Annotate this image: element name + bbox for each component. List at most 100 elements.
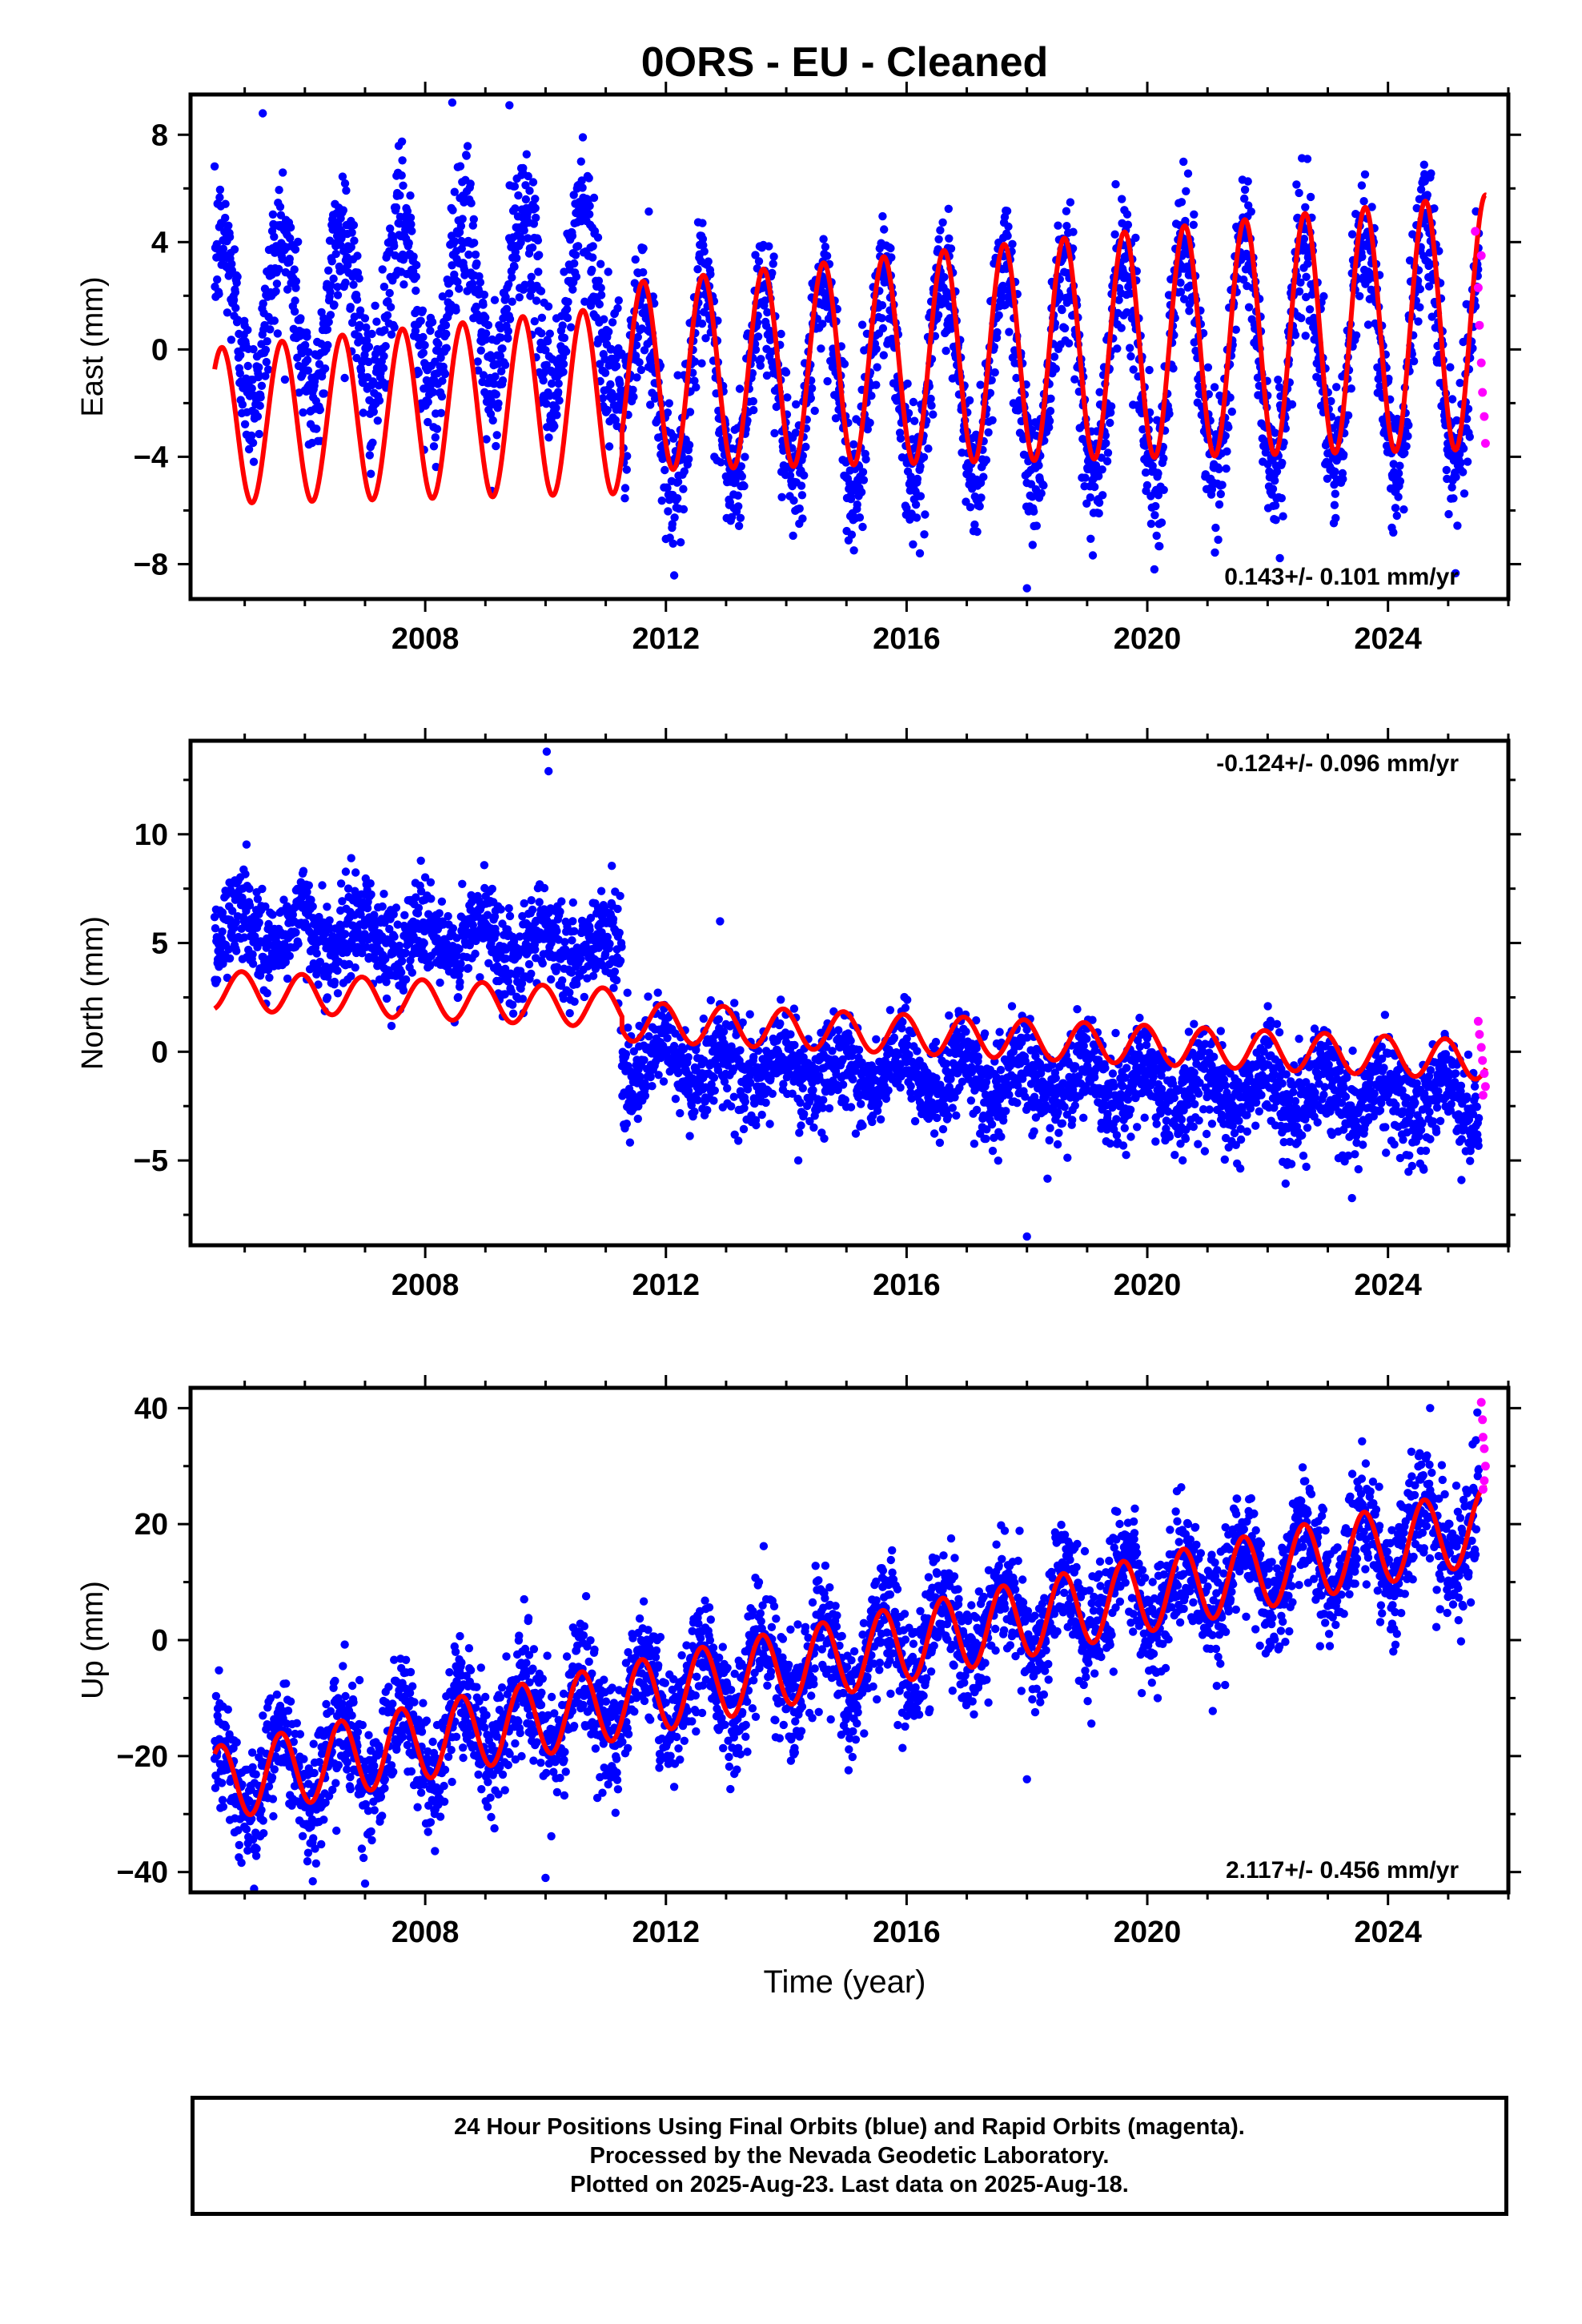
east-data-point	[381, 342, 390, 351]
east-data-point	[1190, 210, 1199, 219]
east-data-point	[1331, 513, 1340, 523]
east-data-point	[847, 530, 857, 539]
east-data-point	[426, 326, 435, 336]
east-data-point	[1211, 548, 1219, 557]
east-data-point	[285, 255, 294, 263]
east-data-point	[481, 329, 491, 338]
north-data-point	[535, 898, 544, 907]
north-data-point	[552, 927, 561, 935]
east-data-point	[528, 243, 537, 252]
east-data-point	[769, 252, 778, 261]
north-data-point	[640, 1092, 650, 1100]
east-data-point	[762, 371, 772, 380]
east-data-point	[1465, 432, 1475, 441]
east-data-point	[1150, 565, 1159, 574]
east-data-point	[1058, 305, 1066, 315]
east-data-point	[521, 195, 531, 204]
east-data-point	[606, 380, 615, 389]
east-data-point	[1296, 278, 1305, 287]
east-data-point	[1122, 308, 1131, 317]
east-data-point	[373, 416, 382, 425]
east-data-point	[757, 355, 765, 364]
east-data-point	[1215, 464, 1223, 473]
east-data-point	[657, 497, 666, 505]
east-data-point	[233, 272, 242, 281]
east-data-point	[471, 250, 480, 259]
east-data-point	[476, 346, 485, 355]
east-data-point	[970, 520, 979, 529]
east-data-point	[620, 484, 630, 493]
east-data-point	[283, 285, 292, 294]
east-data-point	[945, 234, 954, 243]
east-data-point	[470, 239, 479, 247]
east-data-point	[919, 452, 929, 462]
north-data-point	[527, 896, 536, 905]
east-data-point	[1054, 221, 1062, 230]
east-data-point	[554, 379, 563, 388]
east-y-tick-label: 0	[151, 333, 168, 367]
east-data-point	[336, 240, 345, 249]
north-data-point	[400, 911, 409, 920]
east-data-point	[576, 157, 585, 166]
east-data-point	[911, 501, 921, 509]
east-data-point	[831, 414, 841, 423]
east-data-point	[508, 297, 516, 306]
east-data-point	[692, 383, 701, 392]
east-data-point	[379, 282, 389, 292]
east-data-point	[424, 417, 432, 427]
north-data-point	[340, 930, 350, 939]
east-data-point	[909, 397, 918, 407]
east-data-point	[379, 364, 388, 372]
east-data-point	[1271, 428, 1279, 437]
east-data-point	[1427, 169, 1435, 178]
east-data-point	[1453, 521, 1462, 530]
east-data-point	[886, 243, 895, 253]
east-data-point	[375, 396, 384, 405]
east-data-point	[398, 156, 407, 165]
east-data-point	[1034, 461, 1043, 470]
east-data-point	[635, 358, 644, 367]
east-data-point	[224, 221, 233, 230]
east-rapid-orbit-points	[1471, 227, 1490, 448]
east-data-point	[927, 401, 936, 410]
north-data-point	[531, 945, 540, 955]
east-data-point	[304, 348, 313, 356]
east-data-point	[792, 400, 801, 409]
north-data-point	[608, 862, 616, 870]
east-data-point	[604, 267, 612, 276]
east-y-tick-label: −8	[134, 548, 168, 581]
east-data-point	[418, 306, 428, 315]
east-data-point	[215, 289, 223, 299]
east-data-point	[906, 472, 915, 481]
north-data-point	[504, 904, 513, 913]
east-data-point	[550, 422, 559, 431]
east-data-point	[751, 251, 760, 259]
north-data-point	[622, 1120, 631, 1128]
east-y-tick-label: −4	[134, 440, 168, 474]
north-data-point	[213, 975, 222, 985]
east-data-point	[915, 549, 925, 558]
east-data-point	[235, 369, 244, 378]
north-data-point	[648, 1082, 656, 1091]
east-data-point	[902, 504, 911, 513]
east-data-point	[440, 369, 450, 379]
east-data-point	[897, 453, 907, 462]
north-data-point	[528, 905, 537, 915]
east-data-point	[559, 360, 568, 368]
east-data-point	[262, 357, 271, 367]
east-data-point	[751, 345, 761, 354]
east-data-point	[1102, 456, 1112, 466]
east-data-point	[1145, 365, 1154, 375]
east-data-point	[511, 204, 520, 213]
north-data-point	[684, 1053, 693, 1062]
east-data-point	[607, 344, 616, 353]
east-data-point	[1261, 448, 1271, 457]
east-rapid-point	[1476, 358, 1486, 368]
east-data-point	[494, 399, 503, 408]
east-data-point	[1176, 278, 1185, 287]
north-data-point	[646, 1072, 655, 1082]
east-data-point	[569, 191, 578, 199]
east-data-point	[428, 388, 438, 396]
east-data-point	[1030, 507, 1038, 516]
east-data-point	[327, 257, 336, 266]
